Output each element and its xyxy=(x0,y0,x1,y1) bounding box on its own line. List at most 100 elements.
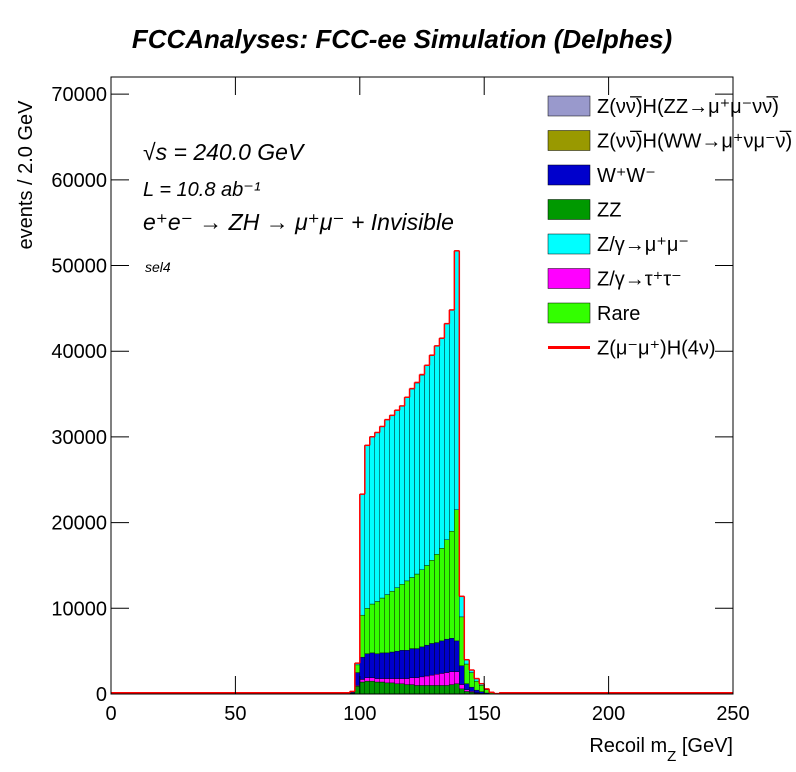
bar xyxy=(394,678,400,684)
bar xyxy=(404,580,410,651)
bar xyxy=(374,432,380,602)
bar xyxy=(374,653,380,679)
bar xyxy=(399,405,405,585)
legend-swatch xyxy=(547,233,591,255)
bar xyxy=(364,608,370,654)
bar xyxy=(369,680,375,695)
legend-swatch xyxy=(547,130,591,151)
bar xyxy=(384,419,390,595)
bar xyxy=(454,683,460,695)
y-axis-label: events / 2.0 GeV xyxy=(15,100,37,250)
y-tick-label: 20000 xyxy=(51,513,107,535)
bar xyxy=(399,584,405,651)
bar xyxy=(399,683,405,695)
bar xyxy=(439,338,445,549)
bar xyxy=(414,573,420,649)
bar xyxy=(419,646,425,678)
bar xyxy=(374,681,380,695)
bar xyxy=(424,565,430,646)
bar xyxy=(449,638,455,672)
bar xyxy=(434,554,440,643)
bar xyxy=(404,684,410,695)
legend-label: Z/γ→τ⁺τ⁻ xyxy=(597,269,682,291)
x-tick-label: 150 xyxy=(468,703,501,725)
bar xyxy=(424,365,430,566)
bar xyxy=(434,345,440,555)
bar xyxy=(389,415,395,592)
bar xyxy=(459,665,465,685)
bar xyxy=(389,678,395,684)
bar xyxy=(459,684,465,690)
legend-label: Rare xyxy=(597,303,640,325)
bar xyxy=(389,682,395,695)
bar xyxy=(409,648,415,678)
legend-label: Z(νν̅)H(WW→μ⁺νμ⁻ν̅) xyxy=(597,130,792,153)
y-tick-label: 10000 xyxy=(51,598,107,620)
bar xyxy=(429,674,435,686)
bar xyxy=(404,397,410,582)
bar xyxy=(429,560,435,644)
bar xyxy=(414,648,420,678)
legend-swatch xyxy=(547,164,591,186)
bar xyxy=(429,643,435,676)
bar xyxy=(414,677,420,686)
bar xyxy=(409,684,415,695)
bar xyxy=(439,640,445,674)
bar xyxy=(434,685,440,695)
legend-swatch xyxy=(547,268,591,289)
bar xyxy=(404,650,410,679)
bar xyxy=(394,683,400,695)
bar xyxy=(414,685,420,695)
bar xyxy=(399,678,405,684)
plot-frame xyxy=(110,76,734,695)
legend-swatch xyxy=(547,302,591,324)
bar xyxy=(374,601,380,654)
annotation: sel4 xyxy=(145,259,171,275)
legend-swatch xyxy=(547,199,591,220)
y-tick-label: 40000 xyxy=(51,341,107,363)
bar xyxy=(434,642,440,675)
bar xyxy=(464,683,470,690)
x-tick-label: 200 xyxy=(592,703,625,725)
legend-label: Z(μ⁻μ⁺)H(4ν) xyxy=(597,338,716,360)
bar xyxy=(379,597,385,654)
y-tick-label: 50000 xyxy=(51,256,107,278)
bar xyxy=(384,682,390,695)
bar xyxy=(454,671,460,684)
bar xyxy=(409,577,415,649)
bar xyxy=(419,375,425,570)
y-tick-label: 30000 xyxy=(51,427,107,449)
bar xyxy=(439,685,445,695)
annotation: e⁺e⁻ → ZH → μ⁺μ⁻ + Invisible xyxy=(143,209,454,235)
bars xyxy=(349,250,500,695)
chart-title: FCCAnalyses: FCC-ee Simulation (Delphes) xyxy=(132,24,672,54)
bar xyxy=(379,678,385,683)
bar xyxy=(449,530,455,639)
bar xyxy=(394,650,400,679)
bar xyxy=(444,539,450,640)
annotation: √s = 240.0 GeV xyxy=(143,139,306,165)
bar xyxy=(474,689,480,693)
bar xyxy=(424,685,430,695)
x-tick-label: 50 xyxy=(224,703,246,725)
bar xyxy=(379,426,385,599)
bar xyxy=(449,671,455,685)
bar xyxy=(444,672,450,686)
bar xyxy=(454,640,460,672)
legend-label: W⁺W⁻ xyxy=(597,165,656,187)
legend-swatch xyxy=(547,95,591,117)
x-tick-label: 250 xyxy=(716,703,749,725)
bar xyxy=(444,323,450,540)
bar xyxy=(444,685,450,695)
bar xyxy=(364,653,370,678)
bar xyxy=(389,651,395,679)
bar xyxy=(369,436,375,605)
bar xyxy=(404,678,410,685)
bar xyxy=(394,410,400,588)
legend-label: Z/γ→μ⁺μ⁻ xyxy=(597,234,689,256)
bar xyxy=(384,652,390,679)
bar xyxy=(409,388,415,578)
bar xyxy=(364,677,370,682)
bar xyxy=(359,681,365,695)
